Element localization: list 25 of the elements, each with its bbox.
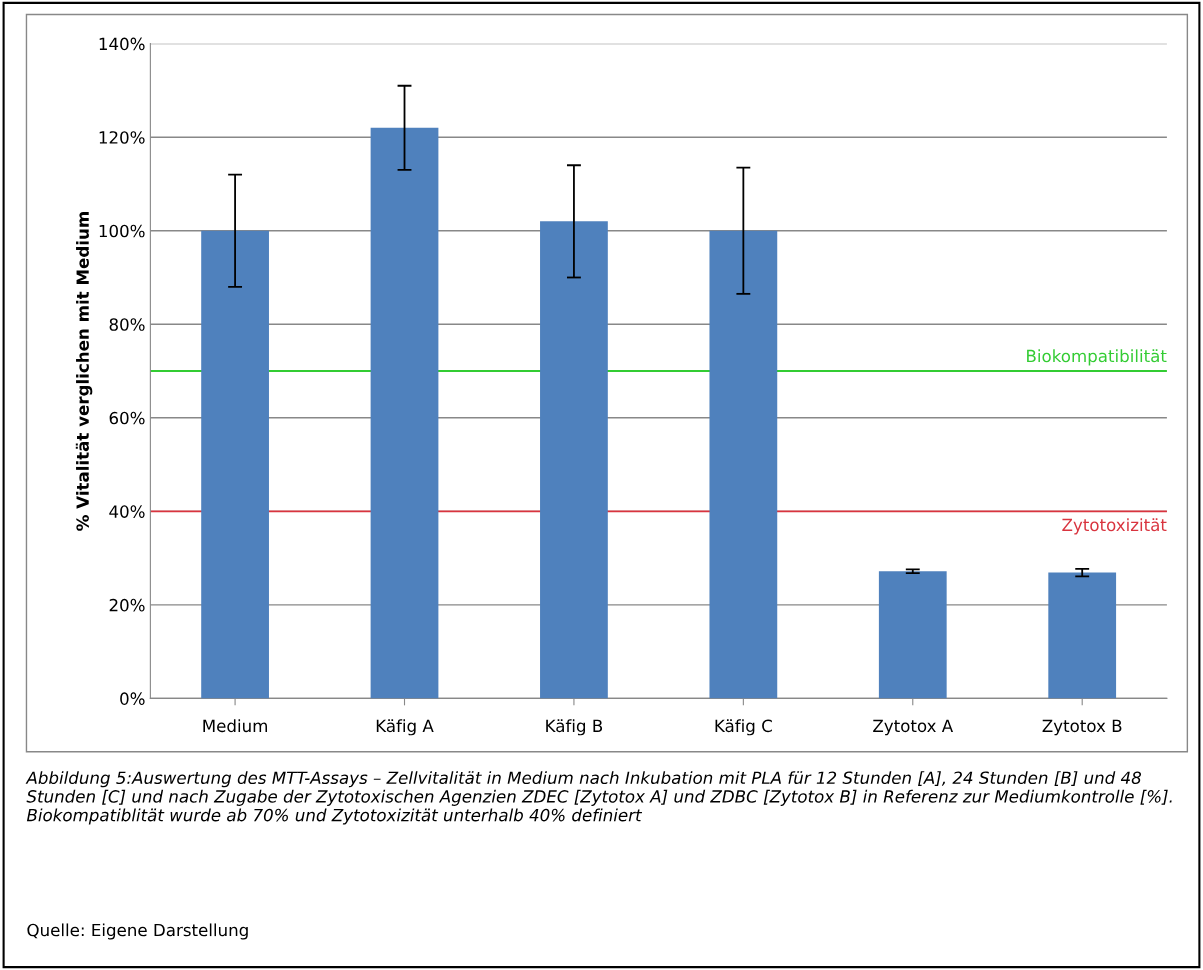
ref-line-label: Biokompatibilität [1027, 349, 1167, 366]
y-tick-label: 100% [99, 224, 145, 238]
x-tick-label: Zytotox B [1042, 719, 1122, 736]
y-axis-title: % Vitalität verglichen mit Medium [75, 212, 93, 531]
y-tick-label: 120% [99, 131, 145, 144]
bar [709, 230, 778, 699]
text: Abbildung 5:Auswertung des MTT-Assays – Zellvitalität in Medium nach Inkubation mit PLA für 12 Stunden [A], 24 Stunden [B] und 48 Stunden [C] und nach Zugabe der Zytotoxischen Agenzien ZDEC [Zytotox A] und ZDBC [Zytotox B] in Referenz zur Mediumkontrolle [%]. Biokompatiblität wurde ab 70% und Zytotoxizität unterhalb 40% definiert [25, 771, 1172, 825]
bar [1048, 572, 1117, 699]
bar [201, 230, 269, 699]
source-note: Quelle: Eigene Darstellung [27, 923, 248, 940]
y-tick-label: 40% [109, 505, 145, 518]
x-tick-label: Zytotox A [873, 719, 954, 736]
y-tick-label: 20% [109, 598, 145, 612]
y-tick-label: 0% [120, 692, 145, 705]
bar [540, 221, 608, 699]
y-tick-label: 80% [109, 318, 145, 331]
ref-line-label: Zytotoxizität [1062, 518, 1167, 535]
x-tick-label: Käfig C [715, 719, 772, 736]
x-tick-label: Käfig B [546, 719, 603, 736]
y-tick-label: 60% [109, 411, 145, 425]
x-tick-label: Medium [203, 719, 267, 733]
x-tick-label: Käfig A [376, 719, 434, 736]
bar [878, 571, 947, 699]
bar [370, 127, 439, 699]
y-tick-label: 140% [99, 37, 145, 51]
